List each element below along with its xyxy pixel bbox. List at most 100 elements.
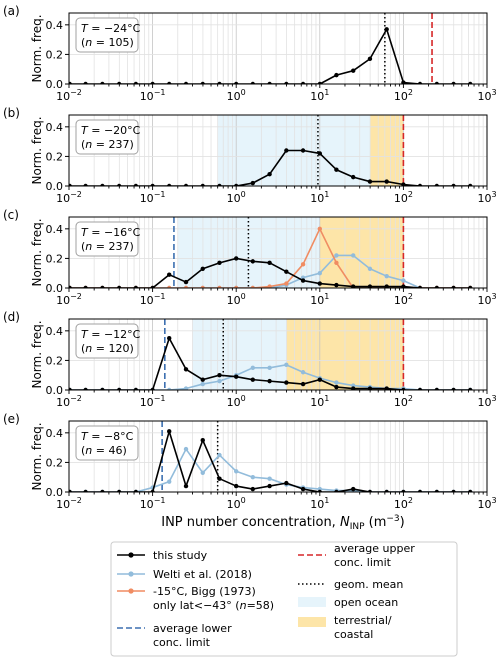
panel-d-series-welti-point (250, 365, 256, 371)
panel-a-series-this_study-point (451, 81, 456, 84)
panel-c-series-bigg-point (234, 285, 239, 288)
x-axis-label-unit: (m (365, 515, 387, 530)
panel-a-x-tick-label-base: 10 (140, 90, 154, 103)
panel-d-series-this_study-point (200, 377, 205, 382)
panel-e-info-temperature-symbol: T (81, 430, 89, 443)
panel-c-series-this_study-point (284, 269, 289, 274)
legend-label-open-ocean: open ocean (334, 596, 398, 609)
panel-d-series-this_study-point (401, 387, 406, 390)
panel-d-series-this_study-point (384, 386, 389, 390)
panel-d-x-tick-label-exponent: 1 (324, 394, 329, 403)
panel-a-info-count-value: = 105) (92, 36, 134, 49)
panel-b-x-tick-label-base: 10 (477, 192, 491, 205)
panel-d-series-this_study-point (116, 387, 122, 390)
panel-d-y-tick-label: 0.4 (46, 325, 64, 338)
panel-e-series-welti-point (234, 469, 239, 474)
panel-a-series-this_study-point (334, 72, 339, 78)
panel-c-series-this_study-point (200, 266, 205, 271)
panel-c-series-this_study-point (69, 285, 72, 288)
x-axis-label-unit-end: ) (400, 515, 405, 530)
legend-label-this-study: this study (153, 549, 208, 562)
panel-d-series-this_study-point (300, 381, 306, 387)
panel-e-series-this_study-point (417, 489, 423, 492)
panel-c-series-this_study-point (83, 285, 88, 288)
panel-d-series-this_study-point (69, 387, 72, 390)
panel-e-series-this_study-point (334, 489, 339, 492)
panel-b-series-this_study-point (69, 183, 72, 186)
panel-c-x-tick-label-exponent: −2 (70, 292, 82, 301)
panel-b-series-this_study-point (401, 182, 406, 186)
panel-a-series-this_study-point (468, 81, 473, 84)
panel-d-info-temperature: T = −12°C (81, 328, 141, 341)
panel-a-series-this_study-point (183, 81, 189, 84)
panel-b-series-this_study-point (334, 167, 339, 172)
panel-d-x-tick-label-exponent: −1 (154, 394, 166, 403)
panel-b-y-tick-label: 0.0 (46, 180, 64, 193)
panel-e-panel-letter: (e) (3, 412, 20, 426)
panel-e-series-this_study-point (434, 489, 440, 492)
panel-d-x-tick-label-base: 10 (477, 396, 491, 409)
panel-b-info-count-symbol: n (85, 138, 92, 151)
x-axis-label: INP number concentration, NINP (m−3) (161, 514, 405, 532)
panel-e-series-this_study-point (83, 489, 88, 492)
panel-c-info-count: (n = 237) (81, 240, 134, 253)
panel-e-series-welti-point (200, 470, 205, 475)
panel-d-x-tick-label-base: 10 (56, 396, 70, 409)
panel-a-series-this_study-point (116, 81, 122, 84)
panel-d-y-axis-label: Norm. freq. (30, 320, 44, 388)
panel-e-series-this_study-point (284, 480, 289, 486)
panel-c-series-bigg-point (183, 285, 189, 288)
panel-e-series-welti-point (250, 475, 256, 480)
panel-e-info-box (75, 425, 139, 461)
panel-a-info-temperature-value: = −24°C (88, 22, 141, 35)
panel-c-series-this_study-point (267, 260, 272, 266)
panel-e-series-this_study-point (250, 486, 256, 492)
panel-a-info-box (75, 17, 139, 53)
panel-a-x-tick-label: 101 (310, 88, 329, 103)
panel-b-info-box (75, 119, 139, 155)
panel-d-info-temperature-symbol: T (81, 328, 89, 341)
legend-label-bigg-line2-end: =58) (247, 599, 275, 612)
panel-a-x-tick-label: 100 (227, 88, 246, 103)
panel-c-x-tick-label-exponent: 1 (324, 292, 329, 301)
panel-a-x-tick-label-exponent: −2 (70, 88, 82, 97)
panel-c-series-this_study-point (351, 284, 356, 288)
legend-label-bigg-line1: -15°C, Bigg (1973) (153, 585, 256, 598)
panel-e-series-this_study-point (317, 489, 322, 492)
panel-b-series-this_study-point (317, 151, 322, 156)
panel-e-series-this_study-point (116, 489, 122, 492)
panel-d-series-this_study-point (217, 373, 222, 378)
panel-a-x-tick-label-base: 10 (477, 90, 491, 103)
panel-c-panel-letter: (c) (3, 208, 19, 222)
panel-b-series-this_study-point (100, 183, 105, 186)
panel-c-series-welti-point (367, 266, 373, 271)
panel-d-series-this_study-point (451, 387, 456, 390)
panel-c-series-this_study-point (434, 285, 440, 288)
panel-e-x-tick-label-exponent: 1 (324, 496, 329, 505)
panel-c-info-temperature: T = −16°C (81, 226, 141, 239)
panel-b-series-this_study-point (267, 171, 272, 177)
legend-label-bigg-line2-text: only lat<−43° ( (153, 599, 240, 612)
panel-c-series-welti-point (384, 273, 389, 279)
panel-b-x-tick-label-base: 10 (140, 192, 154, 205)
panel-d-x-tick-label: 10−1 (140, 394, 166, 409)
panel-e-x-tick-label-exponent: −2 (70, 496, 82, 505)
panel-b-series-this_study-point (83, 183, 88, 186)
legend-label-upper-limit-line2: conc. limit (334, 556, 392, 569)
panel-d-info-count-open: ( (81, 342, 85, 355)
panel-c-x-tick-label-base: 10 (56, 294, 70, 307)
panel-c-x-tick-label-base: 10 (310, 294, 324, 307)
panel-e-axes-frame (68, 420, 488, 493)
panel-a-series-this_study-point (167, 81, 172, 84)
panel-d-x-tick-label: 103 (477, 394, 496, 409)
panel-e-series-this_study-point (150, 489, 155, 492)
panel-d-series-this_study-point (417, 387, 423, 390)
panel-e-series-this_study-point (133, 489, 139, 492)
panel-a-series-this_study-point (267, 81, 272, 84)
panel-e-x-tick-label-base: 10 (56, 498, 70, 511)
panel-c-series-welti-point (317, 271, 322, 276)
panel-b-x-tick-label: 10−2 (56, 190, 82, 205)
panel-c-series-this_study-point (250, 259, 256, 264)
legend-label-lower-limit-line1: average lower (153, 622, 232, 635)
